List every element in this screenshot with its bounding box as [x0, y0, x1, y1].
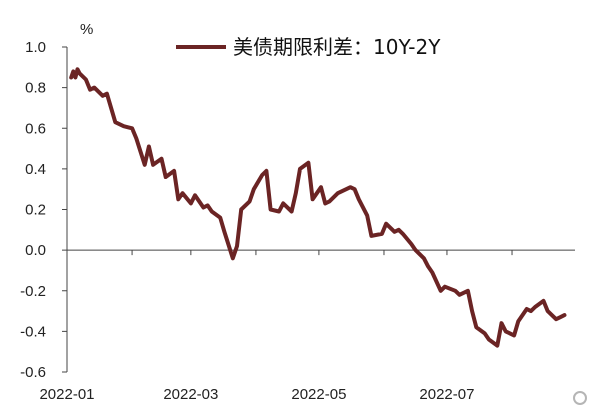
- x-tick-label: 2022-07: [419, 386, 474, 403]
- y-tick-label: -0.2: [20, 283, 46, 300]
- y-axis-ticks: 1.0 0.8 0.6 0.4 0.2 0.0 -0.2 -0.4 -0.6: [20, 39, 67, 381]
- y-tick-label: 0.8: [25, 80, 46, 97]
- x-tick-label: 2022-05: [291, 386, 346, 403]
- y-tick-label: 0.6: [25, 120, 46, 137]
- y-tick-label: -0.6: [20, 364, 46, 381]
- legend-label: 美债期限利差：10Y-2Y: [233, 35, 441, 59]
- legend: 美债期限利差：10Y-2Y: [176, 35, 441, 59]
- watermark-logo-icon: [573, 391, 587, 405]
- x-axis-ticks: 2022-01 2022-03 2022-05 2022-07: [39, 250, 513, 403]
- x-tick-label: 2022-01: [39, 386, 94, 403]
- y-unit-label: %: [80, 21, 93, 38]
- axes: [66, 47, 575, 372]
- y-tick-label: 0.4: [25, 161, 46, 178]
- y-tick-label: -0.4: [20, 323, 46, 340]
- series-line-10y-2y: [69, 67, 567, 348]
- y-tick-label: 0.0: [25, 242, 46, 259]
- x-tick-label: 2022-03: [163, 386, 218, 403]
- y-tick-label: 1.0: [25, 39, 46, 56]
- y-tick-label: 0.2: [25, 202, 46, 219]
- watermark: [573, 391, 587, 405]
